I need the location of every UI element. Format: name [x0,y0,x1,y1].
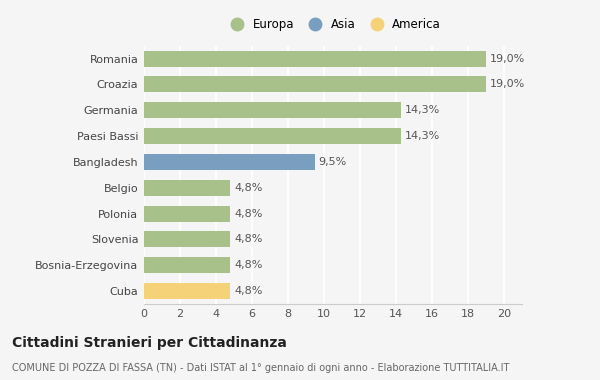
Bar [144,76,486,92]
Bar [144,283,230,299]
Text: 4,8%: 4,8% [234,286,262,296]
Bar [144,154,315,170]
Bar [144,180,230,196]
Text: COMUNE DI POZZA DI FASSA (TN) - Dati ISTAT al 1° gennaio di ogni anno - Elaboraz: COMUNE DI POZZA DI FASSA (TN) - Dati IST… [12,363,509,373]
Text: 14,3%: 14,3% [405,105,440,115]
Legend: Europa, Asia, America: Europa, Asia, America [223,15,443,33]
Text: 4,8%: 4,8% [234,260,262,270]
Bar [144,102,401,118]
Text: 4,8%: 4,8% [234,183,262,193]
Bar [144,231,230,247]
Text: 19,0%: 19,0% [490,79,525,89]
Bar [144,128,401,144]
Text: 14,3%: 14,3% [405,131,440,141]
Text: 9,5%: 9,5% [319,157,347,167]
Text: 4,8%: 4,8% [234,234,262,244]
Text: 19,0%: 19,0% [490,54,525,63]
Text: Cittadini Stranieri per Cittadinanza: Cittadini Stranieri per Cittadinanza [12,336,287,350]
Bar [144,257,230,273]
Bar [144,51,486,66]
Text: 4,8%: 4,8% [234,209,262,218]
Bar [144,206,230,222]
